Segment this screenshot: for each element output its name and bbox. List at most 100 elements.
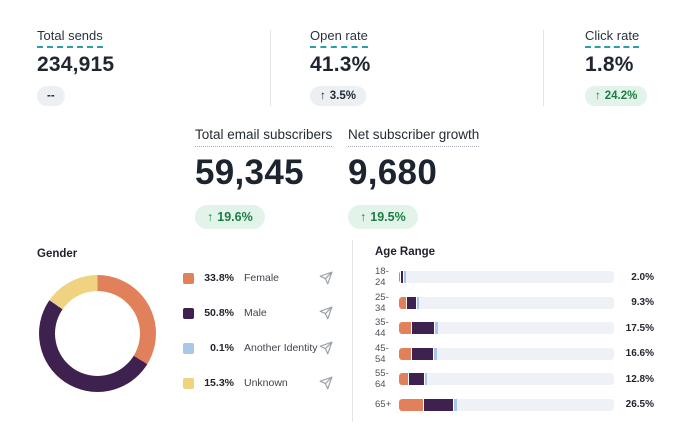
bar-segment-another-identity (454, 398, 458, 411)
gender-legend-row: 33.8% Female (183, 271, 333, 285)
legend-percent: 50.8% (204, 307, 234, 319)
legend-percent: 33.8% (204, 272, 234, 284)
bar-segment-female (399, 322, 412, 334)
click-rate-delta: 24.2% (604, 90, 638, 102)
stat-open-rate: Open rate 41.3% ↑ 3.5% (310, 27, 371, 106)
gender-legend-row: 50.8% Male (183, 306, 333, 320)
age-range-bar-track[interactable] (399, 296, 614, 309)
age-range-row: 65+ 26.5% (375, 398, 654, 411)
total-sends-value: 234,915 (37, 53, 115, 76)
age-range-label: 35-44 (375, 317, 389, 339)
bar-segment-female (399, 398, 424, 411)
bar-segment-male (411, 347, 434, 360)
stat-divider (270, 30, 271, 106)
gender-donut-chart[interactable] (39, 275, 156, 392)
click-rate-value: 1.8% (585, 53, 634, 76)
age-range-bar-track[interactable] (399, 347, 614, 360)
age-range-bar-track[interactable] (399, 271, 614, 283)
legend-label: Female (244, 272, 280, 284)
legend-label: Unknown (244, 377, 288, 389)
age-range-row: 55-64 12.8% (375, 368, 654, 390)
total-sends-delta-badge: -- (37, 86, 65, 106)
age-range-label: 18-24 (375, 266, 389, 288)
age-range-label: 65+ (375, 399, 392, 410)
age-range-bar-track[interactable] (399, 398, 614, 411)
age-range-row: 25-34 9.3% (375, 292, 654, 314)
stat-divider (543, 30, 544, 106)
up-arrow-icon: ↑ (360, 210, 367, 224)
age-range-bar-track[interactable] (399, 322, 614, 334)
stat-total-subscribers: Total email subscribers 59,345 ↑ 19.6% (195, 126, 333, 229)
total-subscribers-label[interactable]: Total email subscribers (195, 127, 333, 147)
age-range-row: 45-54 16.6% (375, 343, 654, 365)
bar-segment-male (423, 398, 455, 411)
send-icon[interactable] (319, 376, 333, 390)
age-range-percent: 16.6% (625, 348, 654, 359)
gender-section-title: Gender (37, 248, 78, 260)
click-rate-label[interactable]: Click rate (585, 28, 640, 48)
age-range-row: 35-44 17.5% (375, 317, 654, 339)
up-arrow-icon: ↑ (595, 90, 601, 102)
legend-label: Male (244, 307, 267, 319)
bar-segment-female (399, 347, 412, 360)
gender-legend-row: 15.3% Unknown (183, 376, 333, 390)
stat-total-sends: Total sends 234,915 -- (37, 27, 114, 106)
age-range-row: 18-24 2.0% (375, 266, 654, 288)
gender-legend: 33.8% Female 50.8% Male 0.1% Another Identity… (183, 271, 333, 411)
open-rate-delta-badge: ↑ 3.5% (310, 86, 366, 106)
age-range-percent: 12.8% (625, 373, 654, 385)
age-range-bar-track[interactable] (399, 373, 614, 385)
net-growth-label[interactable]: Net subscriber growth (348, 127, 480, 147)
net-growth-delta-badge: ↑ 19.5% (348, 205, 418, 229)
bar-segment-female (399, 296, 407, 309)
total-sends-delta: -- (47, 90, 55, 102)
send-icon[interactable] (319, 271, 333, 285)
bar-segment-another-identity (434, 322, 438, 334)
age-range-label: 45-54 (375, 342, 389, 365)
bar-segment-another-identity (433, 347, 437, 360)
click-rate-delta-badge: ↑ 24.2% (585, 86, 648, 106)
bar-segment-male (409, 373, 425, 385)
net-growth-value: 9,680 (348, 153, 438, 192)
legend-percent: 0.1% (210, 342, 234, 354)
legend-label: Another Identity (244, 342, 318, 354)
up-arrow-icon: ↑ (320, 90, 326, 102)
gender-legend-row: 0.1% Another Identity (183, 341, 333, 355)
legend-percent: 15.3% (204, 377, 234, 389)
send-icon[interactable] (319, 341, 333, 355)
total-subscribers-delta-badge: ↑ 19.6% (195, 205, 265, 229)
bar-segment-another-identity (425, 373, 427, 385)
bar-segment-another-identity (403, 271, 406, 283)
age-range-percent: 9.3% (631, 297, 654, 308)
bar-segment-male (411, 322, 435, 334)
legend-swatch (183, 377, 194, 389)
bar-segment-female (399, 373, 410, 385)
section-divider (352, 240, 353, 422)
total-subscribers-value: 59,345 (195, 153, 304, 192)
age-range-section-title: Age Range (375, 246, 436, 258)
open-rate-label[interactable]: Open rate (310, 28, 368, 48)
legend-swatch (183, 342, 194, 354)
age-range-percent: 17.5% (625, 322, 654, 334)
stat-click-rate: Click rate 1.8% ↑ 24.2% (585, 27, 648, 106)
bar-segment-male (406, 296, 418, 309)
send-icon[interactable] (319, 306, 333, 320)
age-range-label: 55-64 (375, 368, 389, 390)
age-range-percent: 2.0% (631, 271, 654, 283)
legend-swatch (183, 272, 194, 284)
bar-segment-male (400, 271, 404, 283)
open-rate-value: 41.3% (310, 53, 371, 76)
up-arrow-icon: ↑ (207, 210, 214, 224)
bar-segment-female (399, 271, 401, 283)
total-sends-label[interactable]: Total sends (37, 28, 103, 48)
total-subscribers-delta: 19.6% (217, 210, 253, 224)
age-range-bar-chart: 18-24 2.0% 25-34 9.3% 35-44 17.5% 45-54 16.6% 55… (375, 266, 654, 424)
bar-segment-another-identity (417, 296, 420, 309)
open-rate-delta: 3.5% (329, 90, 356, 102)
legend-swatch (183, 307, 194, 319)
net-growth-delta: 19.5% (370, 210, 406, 224)
age-range-label: 25-34 (375, 291, 389, 314)
stat-net-subscriber-growth: Net subscriber growth 9,680 ↑ 19.5% (348, 126, 480, 229)
age-range-percent: 26.5% (625, 399, 654, 410)
